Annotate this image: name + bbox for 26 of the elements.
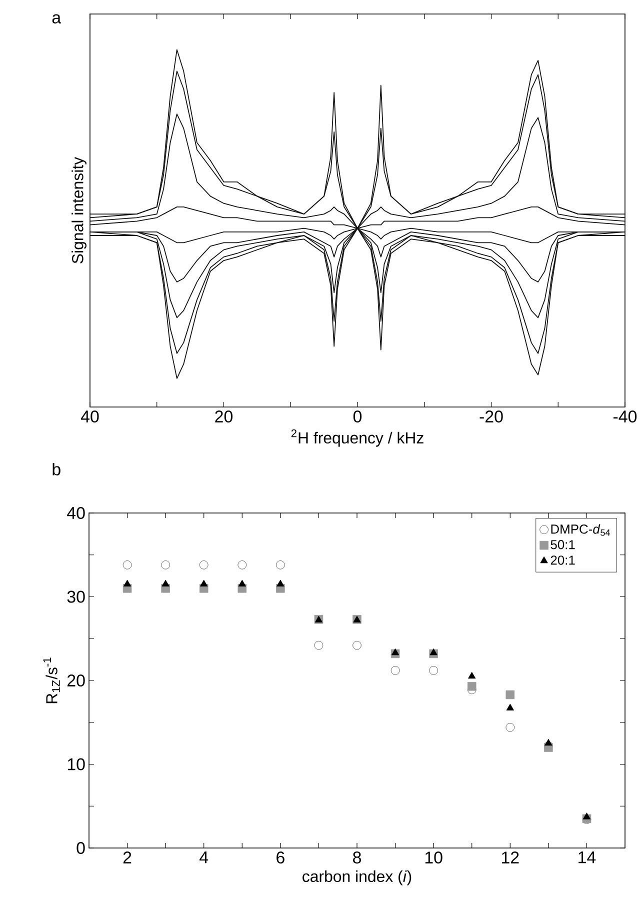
x-axis-title: carbon index (i): [302, 870, 412, 886]
y-tick-label: 40: [67, 507, 85, 519]
y-tick-label: 0: [76, 842, 85, 854]
y-tick-label: 20: [68, 674, 85, 686]
text: b: [52, 462, 60, 476]
x-tick-label: 14: [578, 852, 596, 864]
x-tick-label: -40: [614, 410, 637, 423]
x-tick-label: 8: [353, 852, 361, 864]
y-tick-label: 30: [67, 590, 85, 603]
x-tick-label: 2: [123, 852, 132, 864]
x-tick-label: 40: [80, 410, 99, 423]
x-tick-label: 12: [502, 852, 519, 864]
legend-label: 20:1: [550, 556, 575, 565]
y-axis-title: Signal intensity: [72, 156, 86, 264]
x-tick-label: 20: [215, 410, 233, 423]
text: a: [52, 14, 62, 24]
x-axis-title: $^{2}$H frequency / kHz: [291, 429, 424, 447]
legend-label: 50:1: [550, 540, 575, 550]
y-axis-title: R$_{1Z}$/s$^{-1}$: [43, 658, 60, 704]
x-tick-label: 10: [425, 852, 442, 864]
y-tick-label: 10: [68, 758, 85, 770]
x-tick-label: 4: [200, 852, 208, 864]
legend-label: DMPC-d$_{54}$: [551, 524, 610, 536]
x-tick-label: 6: [276, 852, 284, 864]
x-tick-label: 0: [353, 410, 362, 423]
x-tick-label: -20: [480, 410, 503, 423]
